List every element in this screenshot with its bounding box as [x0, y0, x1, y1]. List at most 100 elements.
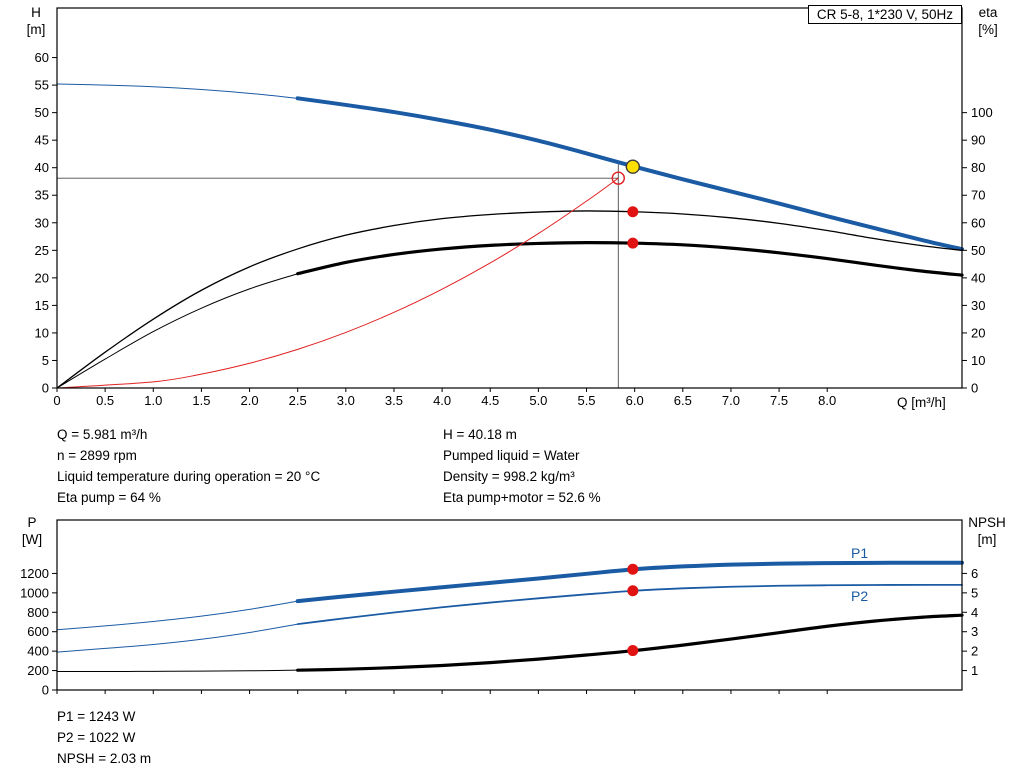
info-head: H = 40.18 m	[443, 427, 517, 442]
svg-text:2.5: 2.5	[289, 393, 307, 408]
svg-text:40: 40	[971, 270, 985, 285]
head-curve-thin	[56, 83, 299, 99]
h-axis-unit: [m]	[26, 22, 46, 37]
npsh-curve	[296, 613, 964, 672]
eta-axis-name: eta	[978, 5, 998, 20]
system-curve	[56, 177, 619, 389]
svg-text:30: 30	[971, 298, 985, 313]
eta-axis-unit: [%]	[978, 22, 998, 37]
h-axis-name: H	[31, 5, 41, 20]
svg-text:100: 100	[971, 105, 993, 120]
info-density: Density = 998.2 kg/m³	[443, 469, 575, 484]
svg-text:1000: 1000	[20, 585, 49, 600]
svg-text:10: 10	[35, 325, 49, 340]
svg-text:45: 45	[35, 133, 49, 148]
svg-text:5: 5	[42, 353, 49, 368]
svg-text:0: 0	[42, 683, 49, 698]
svg-text:400: 400	[27, 644, 49, 659]
svg-text:80: 80	[971, 160, 985, 175]
info-flow: Q = 5.981 m³/h	[57, 427, 148, 442]
info-p1: P1 = 1243 W	[57, 709, 136, 724]
svg-text:3.5: 3.5	[385, 393, 403, 408]
svg-text:0: 0	[53, 393, 60, 408]
q-axis-label: Q [m³/h]	[897, 395, 946, 410]
svg-text:5: 5	[971, 585, 978, 600]
power-npsh-chart: 0 200 400 600 800 1000 1200 1 2 3 4 5 6	[20, 519, 978, 698]
duty-info-left-column: Q = 5.981 m³/h n = 2899 rpm Liquid tempe…	[57, 424, 320, 508]
eta-pump-point-marker	[627, 206, 639, 218]
svg-text:50: 50	[971, 243, 985, 258]
svg-text:1.0: 1.0	[144, 393, 162, 408]
h-axis-label: H [m]	[18, 4, 54, 38]
npsh-axis-label: NPSH [m]	[956, 514, 1018, 548]
svg-text:0: 0	[971, 381, 978, 396]
power-info-column: P1 = 1243 W P2 = 1022 W NPSH = 2.03 m	[57, 706, 151, 769]
eta-pump-curve	[56, 210, 963, 389]
eta-pump-motor-curve-thin	[56, 273, 299, 389]
duty-info-right-column: H = 40.18 m Pumped liquid = Water Densit…	[443, 424, 601, 508]
svg-text:30: 30	[35, 215, 49, 230]
svg-text:4: 4	[971, 605, 978, 620]
svg-text:55: 55	[35, 78, 49, 93]
svg-text:800: 800	[27, 605, 49, 620]
svg-text:1200: 1200	[20, 566, 49, 581]
operating-point-marker	[625, 159, 641, 174]
p1-curve-thin	[56, 600, 299, 631]
svg-text:60: 60	[35, 50, 49, 65]
svg-text:7.0: 7.0	[722, 393, 740, 408]
svg-text:2: 2	[971, 644, 978, 659]
svg-text:6.0: 6.0	[626, 393, 644, 408]
info-p2: P2 = 1022 W	[57, 730, 136, 745]
svg-text:35: 35	[35, 188, 49, 203]
npsh-point-marker	[627, 645, 639, 657]
info-speed: n = 2899 rpm	[57, 448, 137, 463]
svg-text:4.0: 4.0	[433, 393, 451, 408]
p1-curve-label: P1	[851, 545, 869, 561]
svg-text:70: 70	[971, 188, 985, 203]
svg-text:40: 40	[35, 160, 49, 175]
svg-text:0: 0	[42, 381, 49, 396]
p2-curve-label: P2	[851, 588, 869, 604]
svg-text:600: 600	[27, 624, 49, 639]
npsh-axis-name: NPSH	[968, 515, 1006, 530]
svg-text:50: 50	[35, 105, 49, 120]
p1-point-marker	[627, 563, 639, 575]
p-axis-label: P [W]	[14, 514, 50, 548]
eta-pump-motor-point-marker	[627, 237, 639, 249]
duty-point-marker	[611, 171, 625, 185]
svg-text:25: 25	[35, 243, 49, 258]
p2-curve-thin	[56, 623, 299, 653]
svg-text:4.5: 4.5	[481, 393, 499, 408]
h-q-chart: 0 5 10 15 20 25 30 35 40 45 50 55 60 0 10 20 30 40 50 60 70 8…	[35, 7, 993, 408]
info-eta-pump: Eta pump = 64 %	[57, 490, 161, 505]
svg-text:15: 15	[35, 298, 49, 313]
svg-text:0.5: 0.5	[96, 393, 114, 408]
svg-text:5.0: 5.0	[529, 393, 547, 408]
info-npsh: NPSH = 2.03 m	[57, 751, 152, 766]
npsh-curve-thin	[56, 669, 299, 673]
svg-text:6: 6	[971, 566, 978, 581]
svg-text:20: 20	[35, 270, 49, 285]
p2-point-marker	[627, 585, 639, 597]
info-liquid-temperature: Liquid temperature during operation = 20…	[57, 469, 321, 484]
svg-text:3.0: 3.0	[337, 393, 355, 408]
svg-text:60: 60	[971, 215, 985, 230]
p-axis-name: P	[27, 515, 37, 530]
svg-text:5.5: 5.5	[577, 393, 595, 408]
svg-text:1: 1	[971, 663, 978, 678]
info-eta-pump-motor: Eta pump+motor = 52.6 %	[443, 490, 601, 505]
svg-text:90: 90	[971, 133, 985, 148]
plot-frame	[56, 7, 963, 389]
svg-text:200: 200	[27, 663, 49, 678]
info-pumped-liquid: Pumped liquid = Water	[443, 448, 580, 463]
svg-text:10: 10	[971, 353, 985, 368]
svg-text:2.0: 2.0	[241, 393, 259, 408]
svg-text:1.5: 1.5	[192, 393, 210, 408]
p-axis-unit: [W]	[21, 532, 43, 547]
eta-axis-label: eta [%]	[964, 4, 1012, 38]
svg-text:6.5: 6.5	[674, 393, 692, 408]
svg-text:8.0: 8.0	[818, 393, 836, 408]
npsh-axis-unit: [m]	[977, 532, 997, 547]
plot-frame	[56, 519, 963, 691]
